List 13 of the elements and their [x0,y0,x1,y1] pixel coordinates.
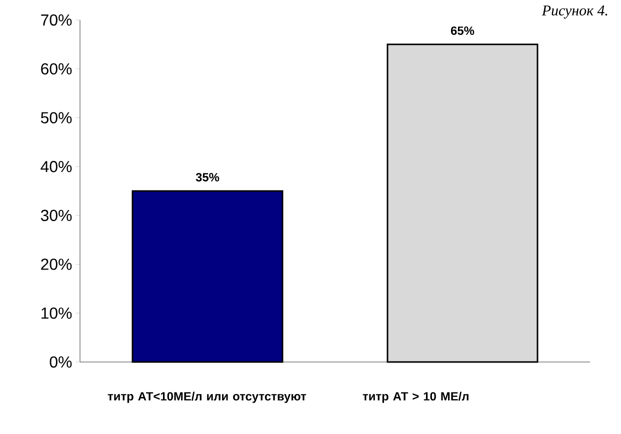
y-tick-label: 60% [41,63,72,74]
y-tick-label: 20% [41,258,72,270]
y-tick-label: 0% [50,356,72,368]
y-tick-label: 10% [42,308,72,319]
y-tick-label: 40% [40,160,72,172]
x-tick-label: титр АТ<10МЕ/л или отсутствуют [108,392,306,403]
y-tick-label: 70% [41,14,72,26]
data-label: 35% [196,173,220,182]
data-label: 65% [450,26,474,35]
chart-title: Рисунок 4. [542,6,608,19]
y-tick-label: 50% [40,112,72,124]
y-tick-label: 30% [40,210,72,222]
x-tick-label: титр АТ > 10 МЕ/л [362,392,468,403]
